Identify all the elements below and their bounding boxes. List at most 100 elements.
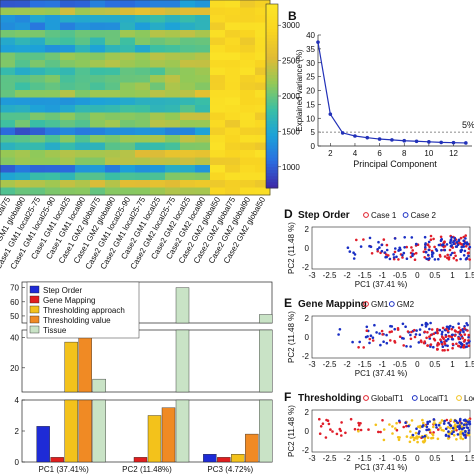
scatter-point — [409, 345, 412, 348]
heatmap-cell — [150, 37, 166, 46]
heatmap-cell — [240, 142, 256, 151]
heatmap-cell — [225, 187, 241, 196]
scatter-point — [353, 427, 357, 431]
colorbar-segment — [266, 22, 278, 26]
scatter-point — [416, 440, 419, 444]
heatmap-cell — [45, 0, 61, 8]
scatter-point — [465, 423, 469, 426]
scatter-point — [448, 248, 452, 252]
heatmap-cell — [150, 90, 166, 98]
heatmap-cell — [255, 52, 271, 61]
scatter-y-tick-label: -2 — [302, 446, 310, 455]
heatmap-cell — [105, 82, 121, 91]
heatmap-cell — [225, 172, 241, 181]
scatter-point — [403, 236, 407, 239]
scree-y-tick-label: 25 — [306, 73, 315, 82]
heatmap-cell — [60, 157, 76, 166]
heatmap-cell — [195, 105, 211, 113]
heatmap-cell — [240, 7, 256, 16]
heatmap-cell — [225, 0, 241, 8]
scatter-x-axis-label: PC1 (37.41 %) — [355, 369, 408, 378]
heatmap-cell — [135, 75, 151, 83]
scree-x-axis-label: Principal Component — [353, 159, 437, 169]
scatter-x-tick-label: -1.5 — [358, 360, 372, 369]
bar-legend-label: Gene Mapping — [43, 296, 95, 305]
bar-thresholding-value — [245, 433, 259, 463]
scatter-point — [428, 257, 431, 260]
scatter-point — [431, 436, 435, 440]
heatmap-cell — [210, 105, 226, 113]
scatter-point — [446, 253, 450, 257]
heatmap-cell — [15, 180, 31, 188]
scatter-point — [425, 257, 428, 261]
heatmap-cell — [165, 75, 181, 83]
scatter-point — [438, 328, 442, 332]
heatmap-cell — [15, 172, 31, 181]
scatter-point — [368, 244, 371, 248]
scatter-point — [439, 426, 442, 430]
scatter-point — [398, 419, 401, 423]
heatmap-cell — [180, 82, 196, 91]
scatter-point — [349, 417, 353, 421]
colorbar-segment — [266, 59, 278, 63]
scatter-point — [392, 256, 396, 259]
heatmap-cell — [30, 0, 46, 8]
scatter-point — [425, 336, 428, 340]
heatmap-cell — [105, 105, 121, 113]
heatmap-cell — [240, 45, 256, 53]
heatmap-cell — [0, 97, 16, 106]
heatmap-cell — [225, 120, 241, 128]
scatter-point — [457, 322, 460, 326]
scatter-point — [463, 325, 466, 328]
heatmap-cell — [240, 135, 256, 143]
heatmap-cell — [210, 30, 226, 38]
scatter-point — [426, 420, 429, 424]
heatmap-cell — [240, 105, 256, 113]
scatter-point — [394, 247, 397, 250]
heatmap-cell — [210, 37, 226, 46]
scatter-point — [355, 238, 358, 242]
scree-point — [464, 141, 468, 145]
heatmap-cell — [180, 37, 196, 46]
heatmap-cell — [75, 97, 91, 106]
heatmap-cell — [90, 67, 106, 76]
heatmap-cell — [15, 30, 31, 38]
scatter-point — [468, 258, 472, 261]
heatmap-cell — [60, 135, 76, 143]
scatter-point — [462, 423, 466, 427]
heatmap-cell — [15, 127, 31, 136]
bar-y-tick-label: 70 — [10, 284, 19, 293]
heatmap-cell — [255, 187, 271, 196]
scatter-point — [411, 249, 415, 252]
heatmap-cell — [45, 82, 61, 91]
heatmap-cell — [165, 82, 181, 91]
scatter-point — [409, 430, 412, 433]
scatter-point — [447, 430, 450, 433]
scatter-point — [404, 325, 407, 329]
scatter-point — [410, 330, 413, 334]
heatmap-cell — [210, 180, 226, 188]
heatmap-cell — [240, 0, 256, 8]
scatter-y-axis-label: PC2 (11.48 %) — [287, 405, 296, 457]
scatter-x-tick-label: -2.5 — [323, 360, 337, 369]
colorbar-segment — [266, 163, 278, 168]
scatter-x-tick-label: -1.5 — [358, 454, 372, 463]
scatter-point — [382, 340, 385, 344]
scatter-point — [397, 438, 401, 442]
heatmap-cell — [75, 180, 91, 188]
scatter-point — [456, 433, 460, 436]
scatter-point — [376, 249, 380, 253]
heatmap-cell — [210, 187, 226, 196]
heatmap-cell — [180, 15, 196, 23]
scree-y-tick-label: 0 — [311, 142, 316, 151]
heatmap-cell — [90, 45, 106, 53]
heatmap-cell — [15, 90, 31, 98]
heatmap-cell — [210, 112, 226, 121]
heatmap-cell — [165, 135, 181, 143]
colorbar-segment — [266, 138, 278, 143]
heatmap-cell — [120, 180, 136, 188]
heatmap-cell — [120, 90, 136, 98]
scatter-x-tick-label: -2 — [344, 454, 352, 463]
heatmap-cell — [240, 30, 256, 38]
scree-point — [451, 140, 456, 145]
